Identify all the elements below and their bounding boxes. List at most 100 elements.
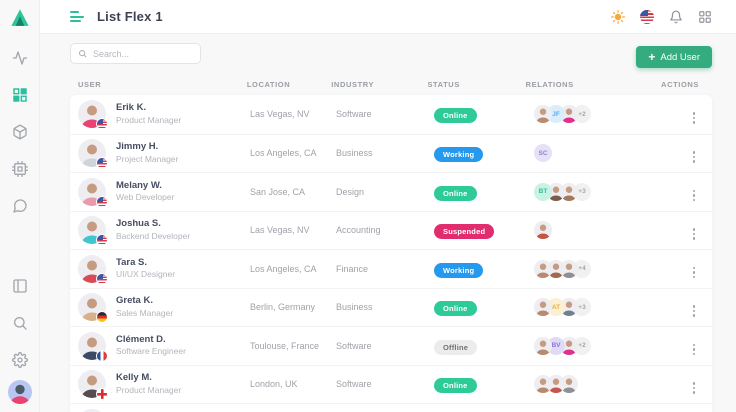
country-flag-icon	[97, 196, 107, 207]
status-badge: Suspended	[434, 224, 495, 240]
relations-group	[534, 375, 672, 394]
chat-icon[interactable]	[12, 198, 28, 214]
status-badge: Working	[434, 262, 484, 278]
relation-more-count: +4	[573, 259, 591, 278]
user-industry: Software	[336, 340, 372, 351]
table-header: USER LOCATION INDUSTRY STATUS RELATIONS …	[70, 80, 712, 95]
user-avatar	[78, 177, 107, 207]
relation-avatar	[560, 336, 578, 355]
user-role: Product Manager	[116, 384, 182, 395]
user-industry: Finance	[336, 263, 369, 274]
user-industry: Software	[336, 379, 372, 390]
user-avatar	[78, 216, 107, 246]
notifications-bell-icon[interactable]	[669, 10, 683, 24]
cpu-icon[interactable]	[11, 161, 28, 177]
dashboard-grid-icon[interactable]	[12, 87, 28, 103]
user-location: Las Vegas, NV	[250, 225, 310, 236]
row-actions-menu-icon[interactable]	[689, 302, 700, 320]
country-flag-icon	[97, 273, 107, 284]
row-actions-menu-icon[interactable]	[689, 379, 700, 397]
content-area: + Add User USER LOCATION INDUSTRY STATUS…	[40, 33, 736, 412]
language-us-flag-icon[interactable]	[640, 9, 654, 24]
search-box	[70, 43, 201, 64]
user-industry: Accounting	[336, 225, 381, 236]
user-avatar	[78, 139, 107, 169]
row-actions-menu-icon[interactable]	[689, 341, 700, 359]
user-avatar	[78, 293, 107, 323]
search-icon[interactable]	[12, 315, 28, 331]
row-actions-menu-icon[interactable]	[689, 225, 700, 243]
table-row: Tara S. UI/UX Designer Los Angeles, CA Fin…	[70, 249, 712, 288]
relation-more-count: +3	[573, 182, 591, 201]
settings-gear-icon[interactable]	[11, 352, 28, 368]
box-icon[interactable]	[12, 124, 28, 140]
relation-initials: BV	[547, 336, 565, 355]
user-role: Backend Developer	[116, 230, 191, 241]
search-input[interactable]	[93, 48, 193, 59]
relation-avatar	[534, 259, 552, 278]
sidebar-nav-top	[11, 50, 28, 214]
user-avatar	[78, 100, 107, 130]
user-industry: Business	[336, 302, 373, 313]
status-badge: Online	[434, 108, 477, 124]
page-title: List Flex 1	[97, 9, 163, 24]
user-role: UI/UX Designer	[116, 269, 176, 280]
user-name: Tara S.	[116, 256, 147, 268]
relation-avatar	[560, 298, 578, 317]
user-location: Las Vegas, NV	[250, 109, 310, 120]
profile-avatar[interactable]	[7, 380, 32, 404]
relation-avatar	[560, 105, 578, 124]
relation-avatar	[547, 375, 565, 394]
user-location: San Jose, CA	[250, 186, 306, 197]
user-name: Jimmy H.	[116, 141, 159, 153]
sidebar-nav-bottom	[11, 278, 28, 368]
table-row: Kelly M. Product Manager London, UK Softwa…	[70, 364, 712, 404]
user-industry: Design	[336, 186, 365, 197]
relation-avatar	[534, 336, 552, 355]
relation-avatar	[560, 259, 578, 278]
user-name: Erik K.	[116, 102, 147, 114]
row-actions-menu-icon[interactable]	[689, 187, 700, 205]
user-industry: Business	[336, 148, 373, 159]
relations-group: +4	[534, 259, 672, 278]
relations-group	[534, 221, 672, 240]
light-mode-sun-icon[interactable]	[611, 9, 625, 24]
add-user-button[interactable]: + Add User	[636, 46, 712, 68]
top-navbar: List Flex 1	[40, 0, 736, 33]
relation-initials: BT	[534, 182, 552, 201]
relation-avatar	[534, 375, 552, 394]
table-row: Erik K. Product Manager Las Vegas, NV Soft…	[70, 95, 712, 134]
user-location: London, UK	[250, 379, 298, 390]
user-name: Kelly M.	[116, 372, 152, 384]
user-role: Product Manager	[116, 114, 182, 125]
user-name: Joshua S.	[116, 218, 161, 230]
menu-toggle-icon[interactable]	[70, 11, 84, 22]
activity-icon[interactable]	[12, 50, 28, 66]
table-row	[70, 403, 712, 412]
relation-avatar	[534, 105, 552, 124]
relation-more-count: +3	[573, 298, 591, 317]
table-row: Greta K. Sales Manager Berlin, Germany Bus…	[70, 287, 712, 327]
relation-avatar	[547, 182, 565, 201]
column-header-user: USER	[78, 80, 102, 89]
add-user-label: Add User	[660, 51, 700, 63]
user-role: Project Manager	[116, 153, 179, 164]
user-table: Erik K. Product Manager Las Vegas, NV Soft…	[70, 95, 712, 412]
brand-logo-icon[interactable]	[9, 7, 31, 34]
relations-group: JF +2	[534, 105, 672, 124]
row-actions-menu-icon[interactable]	[689, 264, 700, 282]
status-badge: Offline	[434, 339, 478, 355]
row-actions-menu-icon[interactable]	[689, 109, 700, 127]
relation-initials: JF	[547, 105, 565, 124]
apps-grid-icon[interactable]	[698, 10, 712, 24]
user-avatar	[78, 408, 106, 412]
relations-group: AT +3	[534, 298, 672, 317]
search-icon	[79, 50, 87, 58]
relation-initials: AT	[547, 298, 565, 317]
user-avatar	[78, 370, 107, 400]
reader-icon[interactable]	[12, 278, 28, 294]
row-actions-menu-icon[interactable]	[689, 148, 700, 166]
country-flag-icon	[97, 350, 107, 361]
user-avatar	[78, 331, 107, 361]
